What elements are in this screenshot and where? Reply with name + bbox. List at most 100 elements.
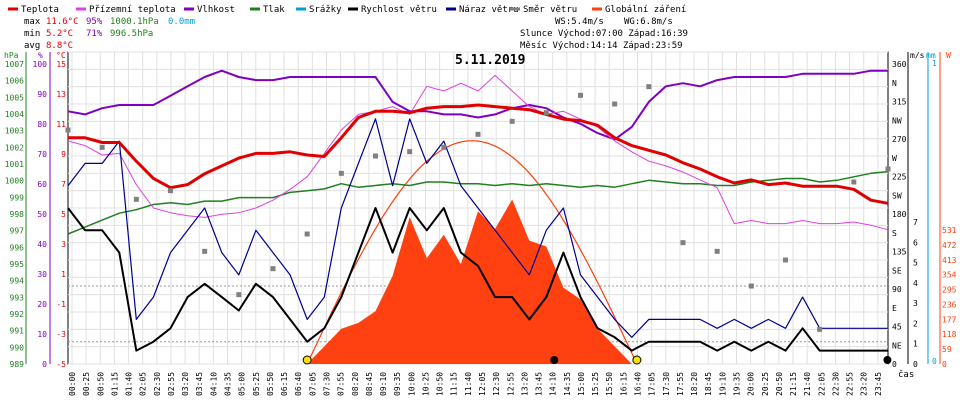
x-tick-label: 12:05 — [478, 372, 487, 396]
radiation-tick: 295 — [942, 286, 957, 295]
x-tick-label: 15:00 — [577, 372, 586, 396]
rain-unit: mm — [926, 51, 936, 60]
wind-dir-tick: 360 — [892, 60, 907, 69]
axes: 1007100610051004100310021001100099999899… — [4, 51, 957, 396]
pressure-axis-tick: 996 — [10, 243, 25, 252]
sunrise-marker — [302, 355, 312, 365]
wind-dir-point — [817, 326, 823, 332]
x-tick-label: 15:50 — [605, 372, 614, 396]
radiation-tick: 236 — [942, 300, 957, 309]
x-tick-label: 08:45 — [365, 372, 374, 396]
stat-max-label: max — [24, 17, 41, 27]
wind-dir-point — [578, 92, 583, 98]
radiation-tick: 177 — [942, 315, 957, 324]
temperature-axis-tick: 1 — [61, 270, 66, 279]
pressure-axis-tick: 1005 — [5, 93, 24, 102]
wind-dir-tick: 225 — [892, 173, 907, 182]
x-tick-label: 20:00 — [747, 372, 756, 396]
legend-label: Náraz větru — [459, 5, 519, 15]
legend-label: Tlak — [263, 5, 285, 15]
pressure-axis-tick: 995 — [10, 260, 25, 269]
x-tick-label: 07:55 — [337, 372, 346, 396]
stat-avg-temp: 8.8°C — [46, 41, 73, 51]
info-wg: WG:6.8m/s — [624, 17, 673, 27]
x-tick-label: 19:10 — [718, 372, 727, 396]
x-tick-label: 07:30 — [322, 372, 331, 396]
wind-dir-point — [168, 188, 173, 194]
pressure-axis-tick: 999 — [10, 193, 25, 202]
pressure-axis-tick: 1002 — [5, 143, 24, 152]
legend-label: Rychlost větru — [361, 5, 437, 15]
pressure-axis-tick: 1000 — [5, 177, 24, 186]
wind-dir-tick: NE — [892, 341, 902, 350]
wind-direction-points — [65, 84, 891, 332]
wind-dir-tick: 270 — [892, 135, 907, 144]
x-tick-label: 22:05 — [817, 372, 826, 396]
temperature-axis-tick: -1 — [56, 300, 66, 309]
humidity-axis-tick: 90 — [37, 90, 47, 99]
legend-label: Směr větru — [523, 5, 577, 15]
pressure-axis-tick: 993 — [10, 293, 25, 302]
radiation-fill — [307, 199, 632, 364]
line-náraz-větru — [67, 118, 888, 338]
x-tick-label: 09:10 — [379, 372, 388, 396]
x-tick-label: 17:05 — [648, 372, 657, 396]
x-tick-label: 15:25 — [591, 372, 600, 396]
info-ws: WS:5.4m/s — [555, 17, 604, 27]
legend-label: Vlhkost — [197, 5, 235, 15]
pressure-unit: hPa — [4, 51, 19, 60]
temperature-axis-tick: -5 — [56, 360, 66, 369]
wind-dir-tick: 0 — [892, 360, 897, 369]
pressure-axis-tick: 994 — [10, 277, 25, 286]
wind-dir-point — [543, 110, 549, 116]
radiation-area — [307, 199, 632, 364]
x-tick-label: 10:00 — [407, 372, 416, 396]
x-tick-label: 13:20 — [520, 372, 529, 396]
info-block: WS:5.4m/s WG:6.8m/s Slunce Východ:07:00 … — [520, 17, 688, 51]
wind-dir-point — [99, 144, 105, 150]
wind-speed-tick: 7 — [913, 218, 918, 227]
humidity-axis-tick: 80 — [37, 120, 47, 129]
radiation-tick: 413 — [942, 256, 957, 265]
pressure-axis-tick: 1007 — [5, 60, 24, 69]
x-tick-label: 23:20 — [860, 372, 869, 396]
radiation-tick: 531 — [942, 226, 957, 235]
temperature-axis-tick: 15 — [56, 60, 66, 69]
x-tick-label: 12:55 — [506, 372, 515, 396]
x-tick-label: 10:50 — [436, 372, 445, 396]
x-tick-label: 04:10 — [209, 372, 218, 396]
stat-max-press: 1000.1hPa — [110, 17, 159, 27]
line-tlak — [67, 170, 889, 235]
pressure-axis-tick: 1003 — [5, 127, 24, 136]
wind-dir-point — [475, 131, 481, 137]
x-tick-label: 16:40 — [634, 372, 643, 396]
wind-speed-tick: 3 — [913, 299, 918, 308]
wind-dir-point — [612, 101, 618, 107]
x-tick-label: 00:25 — [82, 372, 91, 396]
x-tick-label: 09:35 — [393, 372, 402, 396]
info-moon: Měsíc Východ:14:14 Západ:23:59 — [520, 41, 683, 51]
wind-dir-point — [783, 257, 788, 263]
wind-dir-tick: W — [892, 154, 897, 163]
temperature-axis-tick: -3 — [56, 330, 66, 339]
wind-dir-point — [304, 231, 310, 237]
wind-dir-tick: S — [892, 229, 897, 238]
wind-speed-tick: 6 — [913, 238, 918, 247]
radiation-tick: 472 — [942, 241, 957, 250]
line-vlhkost — [67, 69, 888, 141]
radiation-tick: 354 — [942, 271, 957, 280]
wind-dir-point — [270, 266, 276, 272]
humidity-axis-tick: 20 — [37, 300, 47, 309]
wind-speed-unit: m/s — [910, 51, 925, 60]
temperature-unit: °C — [56, 51, 66, 60]
wind-dir-point — [714, 248, 720, 254]
x-tick-label: 01:40 — [125, 372, 134, 396]
wind-dir-tick: 90 — [892, 285, 902, 294]
temperature-axis-tick: 11 — [56, 120, 66, 129]
x-tick-label: 07:05 — [308, 372, 317, 396]
x-tick-label: 20:50 — [775, 372, 784, 396]
wind-dir-point — [407, 149, 413, 155]
wind-dir-point — [851, 179, 857, 185]
humidity-unit: % — [38, 51, 43, 60]
